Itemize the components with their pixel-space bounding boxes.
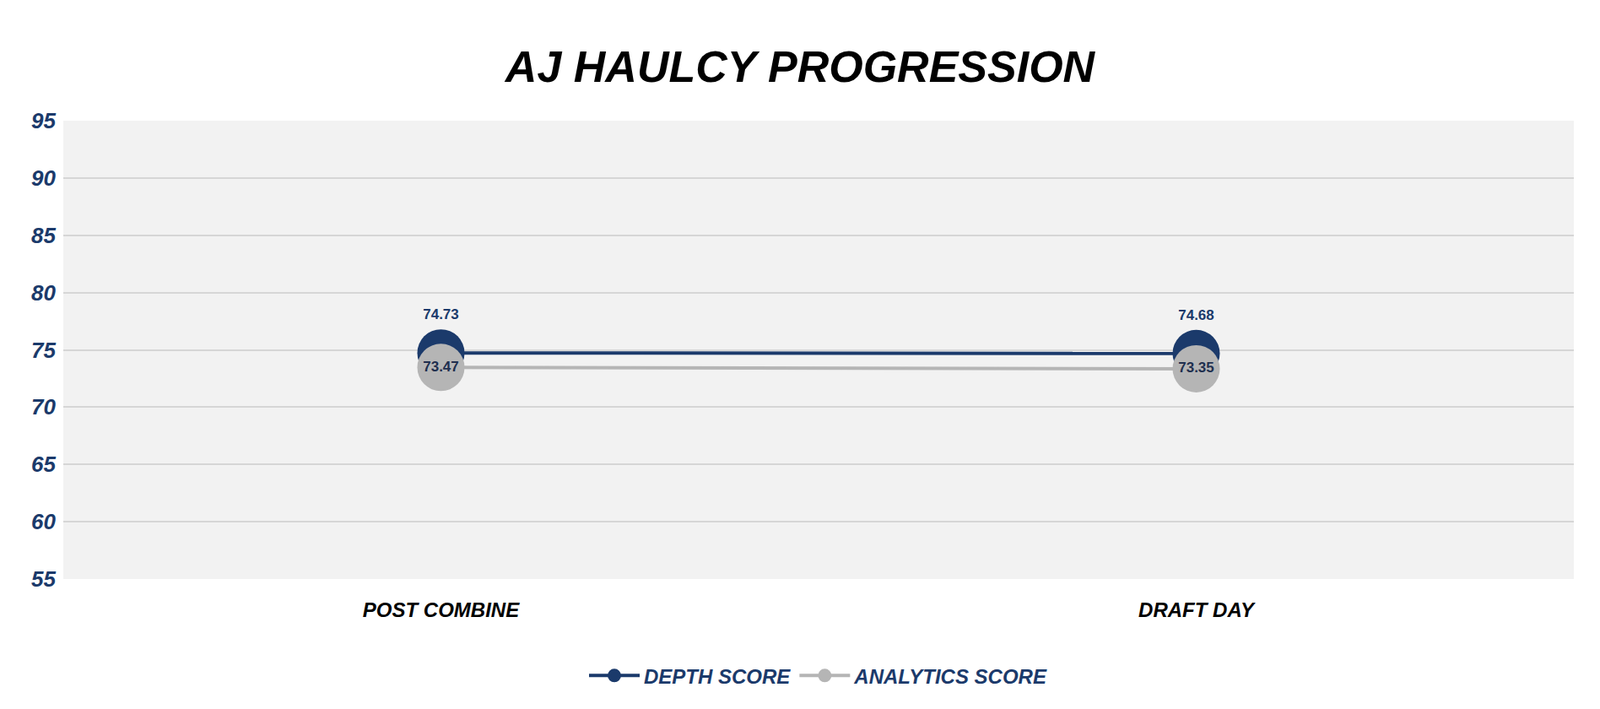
svg-text:POST COMBINE: POST COMBINE xyxy=(362,598,520,622)
svg-text:ANALYTICS SCORE: ANALYTICS SCORE xyxy=(853,664,1048,688)
svg-text:80: 80 xyxy=(31,280,56,306)
svg-text:75: 75 xyxy=(31,337,56,363)
svg-text:AJ HAULCY PROGRESSION: AJ HAULCY PROGRESSION xyxy=(503,42,1097,92)
svg-text:DRAFT DAY: DRAFT DAY xyxy=(1138,598,1256,622)
svg-text:85: 85 xyxy=(31,222,56,249)
svg-text:55: 55 xyxy=(31,566,56,592)
svg-text:90: 90 xyxy=(31,165,56,191)
svg-text:70: 70 xyxy=(31,394,56,420)
svg-text:DEPTH SCORE: DEPTH SCORE xyxy=(643,664,791,688)
svg-text:65: 65 xyxy=(31,451,56,477)
svg-text:73.35: 73.35 xyxy=(1178,359,1215,376)
svg-text:74.73: 74.73 xyxy=(422,306,460,323)
svg-text:73.47: 73.47 xyxy=(422,358,460,375)
svg-text:95: 95 xyxy=(31,108,56,134)
svg-text:74.68: 74.68 xyxy=(1178,307,1215,324)
svg-text:60: 60 xyxy=(31,508,56,535)
